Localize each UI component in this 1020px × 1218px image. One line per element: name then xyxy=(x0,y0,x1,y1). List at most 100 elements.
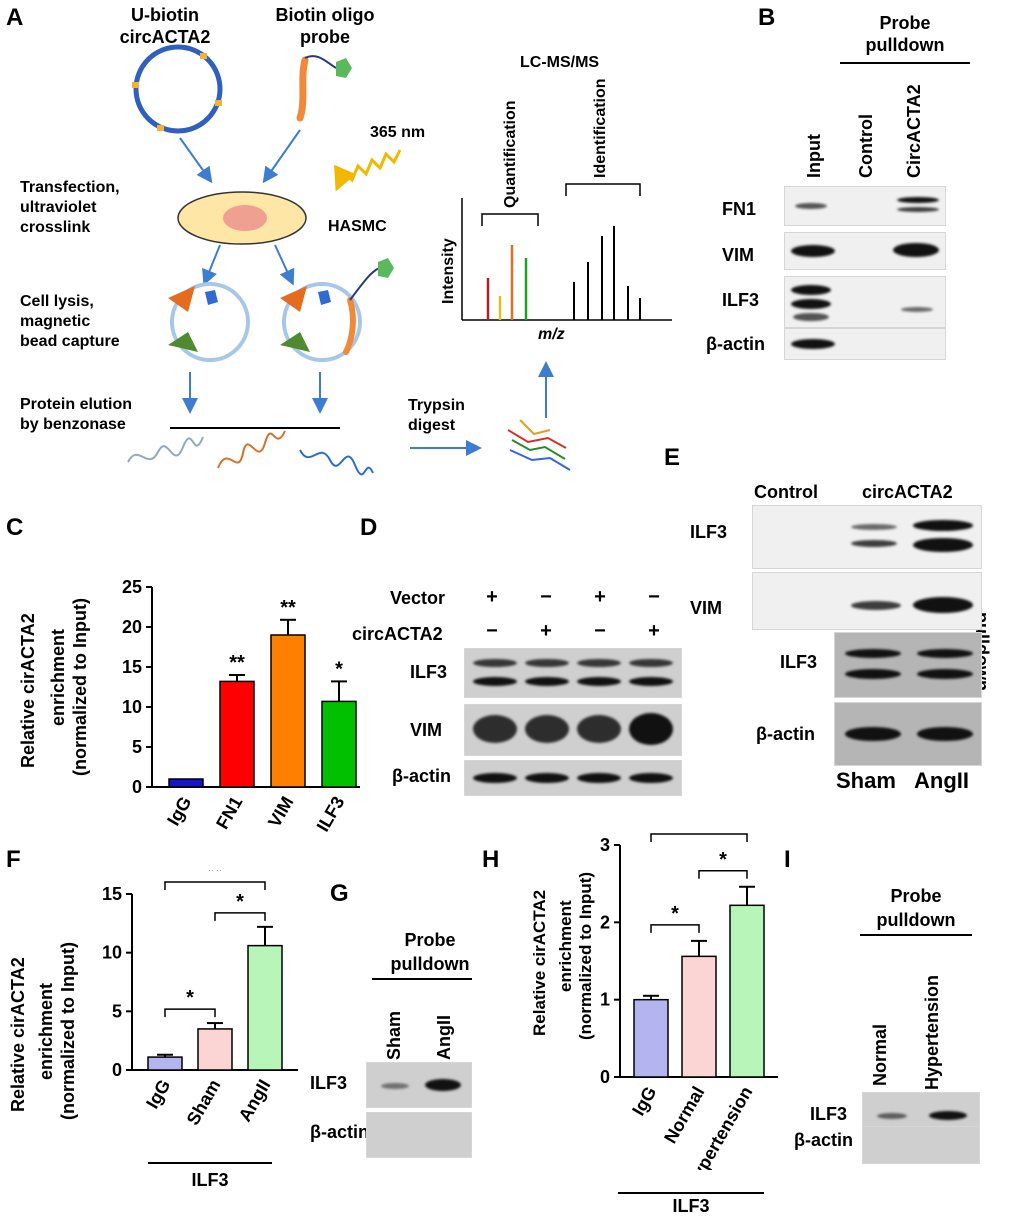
row-bactin: β-actin xyxy=(706,334,765,354)
panel-b-label: B xyxy=(758,4,776,31)
u-biotin-label: U-biotin circACTA2 xyxy=(119,5,211,47)
y-tick-label: 25 xyxy=(122,577,142,597)
blot-g-ilf3 xyxy=(366,1062,472,1108)
g-row-bactin: β-actin xyxy=(310,1122,369,1142)
y-tick-label: 1 xyxy=(600,990,610,1010)
identification-label: Identification xyxy=(592,78,609,178)
bar-igg xyxy=(147,1056,183,1071)
blot-e-bactin xyxy=(834,702,982,766)
elution-label: Protein elution by benzonase xyxy=(20,396,132,433)
chart-c: 0 5 10 15 20 25 IgG ** FN1 ** VIM * ILF3 xyxy=(122,577,360,835)
y-tick-label: 15 xyxy=(122,657,142,677)
x-tick-label: IgG xyxy=(628,1083,660,1119)
oligo-probe xyxy=(296,56,309,122)
comparison-bracket xyxy=(698,870,748,879)
d-circ-sign-4: + xyxy=(648,620,660,642)
lane-control: Control xyxy=(856,114,876,178)
blot-e-ilf3 xyxy=(834,632,982,698)
c-ylabel-3: (normalized to Input) xyxy=(70,598,90,776)
comparison-bracket xyxy=(650,833,748,842)
i-row-bactin: β-actin xyxy=(794,1130,853,1150)
lane-circacta2: CircACTA2 xyxy=(904,84,924,178)
blot-i-bactin xyxy=(862,1126,980,1164)
probe-pulldown-header: Probe pulldown xyxy=(865,13,945,55)
lysis-label: Cell lysis, magnetic bead capture xyxy=(20,293,120,350)
y-tick-label: 10 xyxy=(122,697,142,717)
blot-d-vim xyxy=(464,704,682,756)
panel-c-label: C xyxy=(6,514,24,541)
blot-d-bactin xyxy=(464,760,682,796)
x-tick-label: Normal xyxy=(660,1083,708,1147)
y-tick-label: 5 xyxy=(132,737,142,757)
panel-h-label: H xyxy=(482,846,500,873)
d-circ-sign-2: + xyxy=(540,620,552,642)
biotin-dots xyxy=(132,53,222,131)
g-lane-angii: AngII xyxy=(434,1015,454,1060)
f-ylabel-2: enrichment xyxy=(36,982,56,1080)
bar-vim xyxy=(270,634,306,788)
trypsin-label: Trypsin digest xyxy=(408,397,465,434)
comparison-label: ** xyxy=(691,830,707,834)
g-lane-sham: Sham xyxy=(384,1010,404,1060)
panel-f-label: F xyxy=(6,846,21,873)
i-row-ilf3: ILF3 xyxy=(810,1104,848,1124)
d-vec-sign-2: − xyxy=(540,586,552,608)
d-row-bactin: β-actin xyxy=(392,766,451,786)
y-tick-label: 0 xyxy=(600,1067,610,1087)
i-lane-normal: Normal xyxy=(870,1023,890,1086)
cell-label: HASMC xyxy=(328,218,387,235)
x-tick-label: AngII xyxy=(235,1076,275,1125)
comparison-bracket xyxy=(164,881,266,890)
d-row-ilf3: ILF3 xyxy=(410,662,448,682)
comparison-label: ** xyxy=(207,870,223,882)
c-ylabel-1: Relative cirACTA2 xyxy=(18,613,38,768)
quantification-label: Quantification xyxy=(502,100,519,208)
wavelength-label: 365 nm xyxy=(370,124,426,141)
blot-e-ilf3-pd xyxy=(752,505,982,569)
workflow-diagram xyxy=(127,44,672,476)
c-ylabel-2: enrichment xyxy=(48,628,68,726)
e-control: Control xyxy=(754,482,818,502)
bead-left xyxy=(170,282,250,362)
y-tick-label: 15 xyxy=(102,884,122,904)
comparison-label: * xyxy=(671,903,679,925)
i-header: Probe pulldown xyxy=(876,886,956,930)
e-row-bactin: β-actin xyxy=(756,724,815,744)
e-row-ilf3: ILF3 xyxy=(780,652,818,672)
intensity-label: Intensity xyxy=(440,238,457,304)
significance-mark: * xyxy=(335,658,343,680)
x-tick-label: Sham xyxy=(183,1076,225,1128)
d-row-vim: VIM xyxy=(410,720,443,740)
biotin-tag xyxy=(336,58,352,78)
f-ylabel-1: Relative cirACTA2 xyxy=(8,957,28,1112)
d-vec-sign-1: + xyxy=(486,586,498,608)
y-tick-label: 5 xyxy=(112,1001,122,1021)
uv-light xyxy=(334,149,402,192)
bar-angii xyxy=(247,944,283,1071)
y-tick-label: 20 xyxy=(122,617,142,637)
panel-d-label: D xyxy=(360,514,378,541)
d-circ-sign-1: − xyxy=(486,620,498,642)
y-tick-label: 0 xyxy=(132,777,142,797)
bar-normal xyxy=(681,955,717,1078)
panel-a-label: A xyxy=(6,4,24,31)
transfection-label: Transfection, ultraviolet crosslink xyxy=(20,179,120,236)
row-vim: VIM xyxy=(722,245,755,265)
y-tick-label: 3 xyxy=(600,835,610,855)
lcms-label: LC-MS/MS xyxy=(520,54,600,71)
comparison-label: * xyxy=(719,849,727,871)
row-fn1: FN1 xyxy=(722,199,757,219)
e-group-sham: Sham xyxy=(836,768,896,793)
x-tick-label: IgG xyxy=(142,1076,174,1112)
comparison-bracket xyxy=(164,1008,216,1018)
h-group-ilf3: ILF3 xyxy=(672,1196,710,1216)
h-ylabel-2: enrichment xyxy=(556,900,575,992)
f-ylabel-3: (normalized to Input) xyxy=(58,942,78,1120)
bar-hypertension xyxy=(729,904,765,1078)
x-tick-label: ILF3 xyxy=(313,793,349,835)
g-header: Probe pulldown xyxy=(390,930,470,974)
y-tick-label: 0 xyxy=(112,1060,122,1080)
f-group-ilf3: ILF3 xyxy=(191,1170,229,1190)
